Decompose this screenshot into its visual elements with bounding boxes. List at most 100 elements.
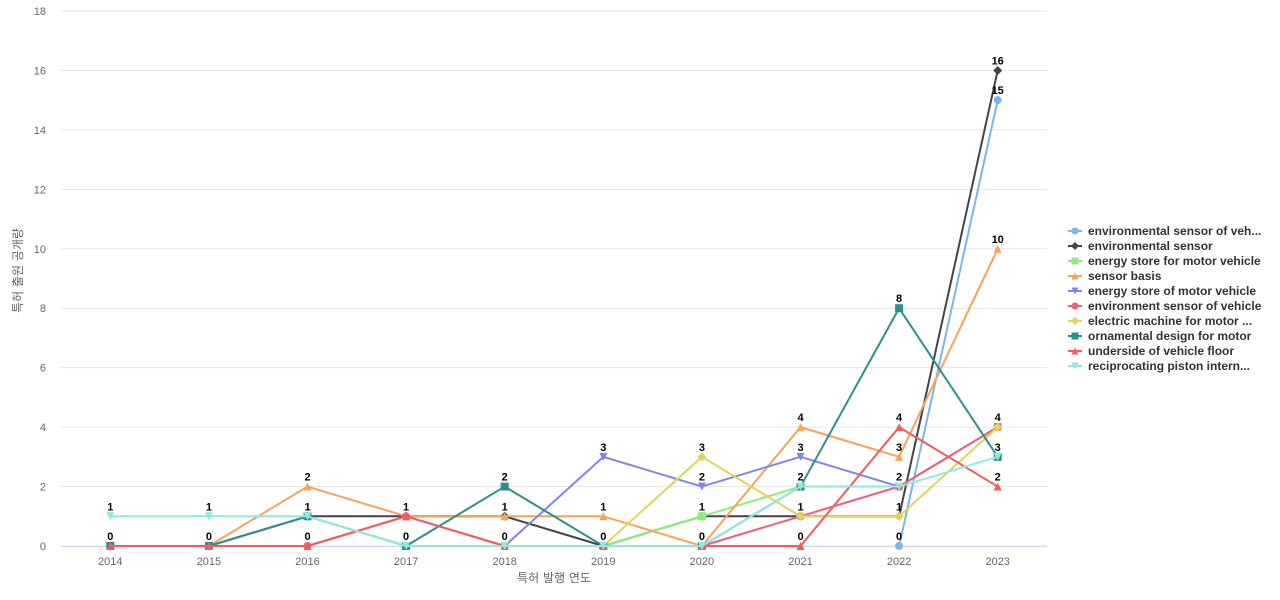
data-point bbox=[204, 512, 213, 521]
legend-item[interactable]: environmental sensor of veh... bbox=[1068, 224, 1261, 238]
legend-item[interactable]: energy store for motor vehicle bbox=[1068, 254, 1261, 268]
data-point bbox=[993, 422, 1003, 432]
legend-label: environment sensor of vehicle bbox=[1088, 299, 1262, 313]
data-label: 3 bbox=[995, 442, 1001, 454]
data-point bbox=[993, 452, 1002, 461]
y-tick-label: 0 bbox=[40, 541, 46, 553]
data-point bbox=[895, 482, 904, 491]
data-point bbox=[1071, 257, 1079, 265]
data-label: 0 bbox=[699, 531, 705, 543]
data-label: 3 bbox=[699, 442, 705, 454]
data-point bbox=[599, 452, 608, 461]
x-tick-label: 2017 bbox=[394, 556, 418, 568]
y-tick-label: 18 bbox=[34, 6, 46, 18]
y-tick-label: 12 bbox=[34, 184, 46, 196]
data-label: 3 bbox=[797, 442, 803, 454]
data-point bbox=[106, 542, 115, 550]
legend-item[interactable]: energy store of motor vehicle bbox=[1068, 284, 1256, 298]
data-label: 0 bbox=[600, 531, 606, 543]
data-label: 0 bbox=[304, 531, 310, 543]
data-label: 8 bbox=[896, 293, 902, 305]
data-point bbox=[303, 482, 312, 491]
y-tick-label: 10 bbox=[34, 244, 46, 256]
data-label: 16 bbox=[992, 55, 1004, 67]
legend-item[interactable]: reciprocating piston intern... bbox=[1068, 359, 1250, 373]
x-tick-label: 2014 bbox=[98, 556, 122, 568]
legend[interactable]: environmental sensor of veh...environmen… bbox=[1068, 224, 1262, 373]
y-axis-title: 특허 출원 공개량 bbox=[11, 228, 25, 313]
legend-item[interactable]: environmental sensor bbox=[1068, 239, 1213, 253]
data-label: 2 bbox=[699, 472, 705, 484]
data-label: 10 bbox=[992, 234, 1004, 246]
data-point bbox=[500, 482, 509, 491]
data-label: 0 bbox=[502, 531, 508, 543]
x-tick-label: 2022 bbox=[887, 556, 911, 568]
data-label: 1 bbox=[502, 501, 508, 513]
data-label: 3 bbox=[600, 442, 606, 454]
x-tick-label: 2021 bbox=[788, 556, 812, 568]
series-0 bbox=[895, 96, 1002, 550]
data-point bbox=[993, 482, 1002, 491]
data-point bbox=[697, 452, 707, 462]
data-label: 2 bbox=[896, 472, 902, 484]
data-label: 1 bbox=[797, 501, 803, 513]
data-label: 2 bbox=[995, 472, 1001, 484]
data-label: 1 bbox=[699, 501, 705, 513]
data-label: 0 bbox=[403, 531, 409, 543]
data-label: 1 bbox=[206, 501, 212, 513]
y-tick-label: 16 bbox=[34, 65, 46, 77]
legend-item[interactable]: sensor basis bbox=[1068, 269, 1162, 283]
grid-lines bbox=[61, 10, 1047, 547]
y-axis-ticks: 0 2 4 6 8 10 12 14 16 18 bbox=[34, 6, 46, 553]
data-label: 0 bbox=[107, 531, 113, 543]
data-point bbox=[895, 423, 904, 432]
data-point bbox=[894, 511, 904, 521]
data-point bbox=[106, 512, 115, 521]
data-label: 2 bbox=[502, 472, 508, 484]
data-point bbox=[1071, 332, 1079, 340]
series-9 bbox=[106, 452, 1002, 550]
data-label: 2 bbox=[304, 472, 310, 484]
data-label: 1 bbox=[403, 501, 409, 513]
data-point bbox=[993, 65, 1003, 75]
x-axis-ticks: 2014 2015 2016 2017 2018 2019 2020 2021 2022 2023 bbox=[98, 556, 1010, 568]
data-point bbox=[204, 542, 213, 550]
data-label: 1 bbox=[600, 501, 606, 513]
data-label: 1 bbox=[304, 501, 310, 513]
data-point bbox=[1071, 317, 1079, 325]
data-point bbox=[796, 452, 805, 461]
legend-item[interactable]: underside of vehicle floor bbox=[1068, 344, 1234, 358]
x-tick-label: 2023 bbox=[985, 556, 1009, 568]
data-point bbox=[895, 452, 904, 461]
data-point bbox=[697, 482, 706, 491]
x-tick-label: 2016 bbox=[295, 556, 319, 568]
legend-item[interactable]: electric machine for motor ... bbox=[1068, 314, 1252, 328]
data-point bbox=[895, 304, 904, 313]
data-point bbox=[796, 511, 805, 521]
legend-item[interactable]: environment sensor of vehicle bbox=[1068, 299, 1262, 313]
data-point bbox=[1071, 227, 1079, 235]
series-lines bbox=[105, 65, 1003, 551]
data-point bbox=[402, 512, 411, 521]
series-line bbox=[109, 307, 999, 547]
data-point bbox=[303, 512, 312, 521]
y-tick-label: 2 bbox=[40, 482, 46, 494]
data-point bbox=[402, 542, 411, 550]
data-label: 0 bbox=[896, 531, 902, 543]
legend-label: energy store for motor vehicle bbox=[1088, 254, 1261, 268]
legend-item[interactable]: ornamental design for motor bbox=[1068, 329, 1252, 343]
series-3 bbox=[106, 244, 1002, 550]
data-point bbox=[1071, 302, 1079, 310]
data-label: 0 bbox=[206, 531, 212, 543]
data-label: 15 bbox=[992, 85, 1004, 97]
y-tick-label: 6 bbox=[40, 363, 46, 375]
data-point bbox=[1071, 362, 1079, 370]
data-label: 3 bbox=[896, 442, 902, 454]
data-point bbox=[599, 542, 608, 550]
data-point bbox=[1071, 347, 1079, 355]
data-point bbox=[796, 423, 805, 432]
data-point bbox=[1071, 242, 1079, 250]
x-tick-label: 2020 bbox=[690, 556, 714, 568]
